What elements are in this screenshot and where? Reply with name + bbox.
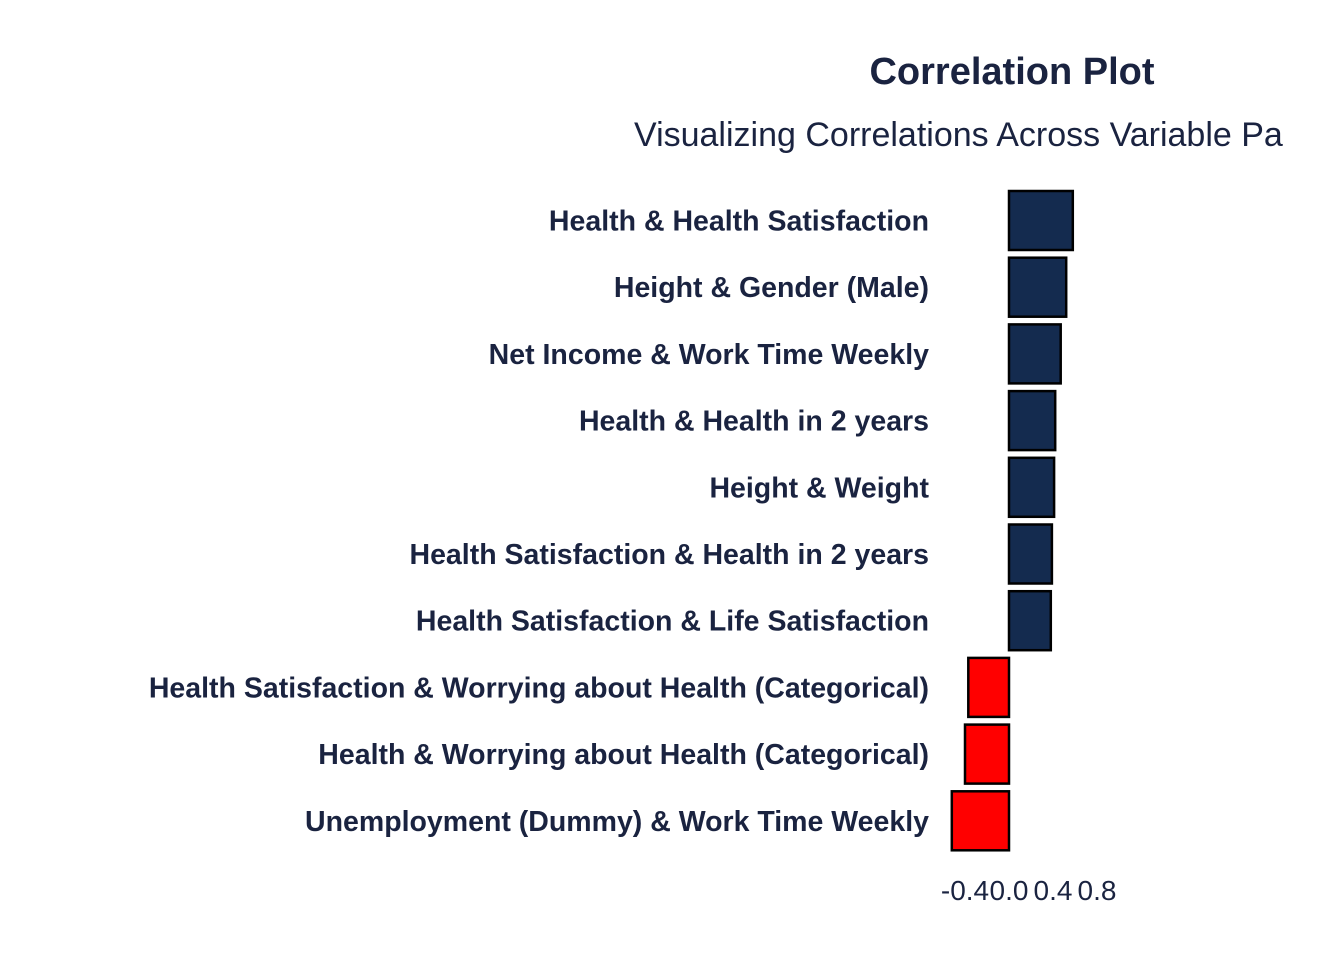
bar-7 (967, 656, 1011, 719)
category-label-8: Health & Worrying about Health (Categori… (318, 739, 929, 771)
chart-subtitle: Visualizing Correlations Across Variable… (634, 116, 1283, 154)
category-labels: Health & Health Satisfaction Height & Gen… (149, 206, 930, 838)
x-tick-label-2: 0.4 (1034, 875, 1073, 906)
bars-layer (950, 189, 1075, 852)
category-label-2: Net Income & Work Time Weekly (489, 339, 929, 371)
category-label-3: Health & Health in 2 years (579, 406, 929, 438)
bar-0 (1007, 189, 1075, 252)
bar-5 (1007, 523, 1054, 585)
x-tick-label-0: -0.4 (941, 875, 989, 906)
bar-4 (1007, 456, 1056, 519)
x-axis-ticks: -0.4 0.0 0.4 0.8 (941, 875, 1117, 906)
chart-title: Correlation Plot (869, 51, 1154, 93)
x-tick-label-1: 0.0 (990, 875, 1029, 906)
category-label-9: Unemployment (Dummy) & Work Time Weekly (305, 806, 929, 838)
bar-6 (1007, 589, 1053, 652)
category-label-6: Health Satisfaction & Life Satisfaction (416, 606, 929, 638)
category-label-0: Health & Health Satisfaction (549, 206, 929, 238)
x-tick-label-3: 0.8 (1078, 875, 1117, 906)
category-label-1: Height & Gender (Male) (614, 272, 929, 304)
category-label-7: Health Satisfaction & Worrying about Hea… (149, 672, 929, 704)
bar-2 (1007, 323, 1062, 385)
bar-9 (950, 790, 1011, 852)
bar-8 (963, 723, 1011, 785)
category-label-4: Height & Weight (709, 472, 929, 504)
bar-3 (1007, 389, 1057, 452)
bar-1 (1007, 256, 1068, 318)
category-label-5: Health Satisfaction & Health in 2 years (410, 539, 930, 571)
